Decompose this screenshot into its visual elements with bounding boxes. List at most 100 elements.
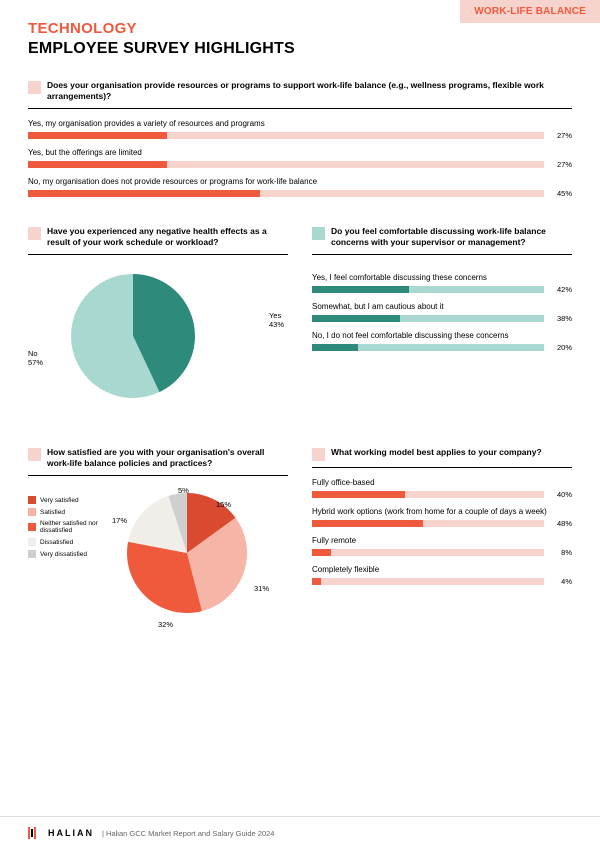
question-text: How satisfied are you with your organisa… bbox=[47, 447, 288, 469]
legend-label: Very dissatisfied bbox=[40, 551, 87, 558]
pie-chart bbox=[124, 490, 250, 616]
bar-item: Fully office-based 40% bbox=[312, 478, 572, 499]
bar-fill bbox=[28, 132, 167, 139]
underline bbox=[28, 108, 572, 109]
bar-item: Yes, my organisation provides a variety … bbox=[28, 119, 572, 140]
bar-percent: 27% bbox=[550, 131, 572, 140]
bar-percent: 48% bbox=[550, 519, 572, 528]
underline bbox=[312, 254, 572, 255]
logo-icon bbox=[28, 827, 36, 839]
bar-label: Yes, but the offerings are limited bbox=[28, 148, 572, 157]
question-4: How satisfied are you with your organisa… bbox=[28, 447, 288, 636]
bar-item: No, my organisation does not provide res… bbox=[28, 177, 572, 198]
question-text: Have you experienced any negative health… bbox=[47, 226, 288, 248]
bar-item: Yes, I feel comfortable discussing these… bbox=[312, 273, 572, 294]
pie-slice-label: 15% bbox=[216, 500, 231, 509]
bar-track bbox=[28, 161, 544, 168]
legend-swatch bbox=[28, 550, 36, 558]
bar-fill bbox=[28, 190, 260, 197]
legend-label: Satisfied bbox=[40, 509, 65, 516]
question-text: Does your organisation provide resources… bbox=[47, 80, 572, 102]
pie-slice-label: 17% bbox=[112, 516, 127, 525]
bar-track bbox=[312, 549, 544, 556]
question-marker-icon bbox=[312, 448, 325, 461]
bar-fill bbox=[312, 344, 358, 351]
bar-track bbox=[28, 190, 544, 197]
bar-percent: 38% bbox=[550, 314, 572, 323]
bar-label: Hybrid work options (work from home for … bbox=[312, 507, 572, 516]
question-5: What working model best applies to your … bbox=[312, 447, 572, 636]
bar-label: Fully remote bbox=[312, 536, 572, 545]
footer-subtitle: | Halian GCC Market Report and Salary Gu… bbox=[102, 829, 274, 838]
question-2: Have you experienced any negative health… bbox=[28, 226, 288, 415]
bar-fill bbox=[312, 315, 400, 322]
bar-fill bbox=[28, 161, 167, 168]
sector-title: TECHNOLOGY bbox=[28, 20, 295, 37]
legend-item: Very satisfied bbox=[28, 496, 98, 504]
bar-fill bbox=[312, 578, 321, 585]
page-title: EMPLOYEE SURVEY HIGHLIGHTS bbox=[28, 40, 295, 58]
bar-label: Yes, my organisation provides a variety … bbox=[28, 119, 572, 128]
bar-label: Completely flexible bbox=[312, 565, 572, 574]
legend-swatch bbox=[28, 538, 36, 546]
bar-percent: 45% bbox=[550, 189, 572, 198]
question-marker-icon bbox=[312, 227, 325, 240]
bar-percent: 42% bbox=[550, 285, 572, 294]
bar-fill bbox=[312, 549, 331, 556]
title-block: TECHNOLOGY EMPLOYEE SURVEY HIGHLIGHTS bbox=[28, 20, 295, 58]
bar-track bbox=[28, 132, 544, 139]
bar-item: Somewhat, but I am cautious about it38% bbox=[312, 302, 572, 323]
question-3: Do you feel comfortable discussing work-… bbox=[312, 226, 572, 415]
pie-slice-label: 32% bbox=[158, 620, 173, 629]
legend-swatch bbox=[28, 523, 36, 531]
legend-item: Dissatisfied bbox=[28, 538, 98, 546]
pie-label-no: No57% bbox=[28, 349, 43, 367]
bar-label: Fully office-based bbox=[312, 478, 572, 487]
bar-label: No, I do not feel comfortable discussing… bbox=[312, 331, 572, 340]
bar-item: Yes, but the offerings are limited 27% bbox=[28, 148, 572, 169]
question-marker-icon bbox=[28, 81, 41, 94]
bar-track bbox=[312, 520, 544, 527]
bar-track bbox=[312, 286, 544, 293]
page-footer: HALIAN | Halian GCC Market Report and Sa… bbox=[0, 816, 600, 849]
question-marker-icon bbox=[28, 448, 41, 461]
question-1: Does your organisation provide resources… bbox=[28, 80, 572, 198]
legend-swatch bbox=[28, 496, 36, 504]
bar-fill bbox=[312, 520, 423, 527]
brand-name: HALIAN bbox=[48, 828, 94, 838]
pie-label-yes: Yes43% bbox=[269, 311, 284, 329]
bar-fill bbox=[312, 286, 409, 293]
legend-label: Neither satisfied nor dissatisfied bbox=[40, 520, 98, 534]
bar-track bbox=[312, 578, 544, 585]
question-text: What working model best applies to your … bbox=[331, 447, 572, 458]
bar-percent: 40% bbox=[550, 490, 572, 499]
bar-item: Completely flexible 4% bbox=[312, 565, 572, 586]
bar-item: Hybrid work options (work from home for … bbox=[312, 507, 572, 528]
bar-item: No, I do not feel comfortable discussing… bbox=[312, 331, 572, 352]
legend-item: Neither satisfied nor dissatisfied bbox=[28, 520, 98, 534]
page-header: TECHNOLOGY EMPLOYEE SURVEY HIGHLIGHTS WO… bbox=[28, 20, 572, 58]
question-marker-icon bbox=[28, 227, 41, 240]
bar-percent: 8% bbox=[550, 548, 572, 557]
bar-percent: 27% bbox=[550, 160, 572, 169]
bar-track bbox=[312, 344, 544, 351]
underline bbox=[28, 475, 288, 476]
legend-label: Very satisfied bbox=[40, 497, 79, 504]
question-text: Do you feel comfortable discussing work-… bbox=[331, 226, 572, 248]
bar-percent: 20% bbox=[550, 343, 572, 352]
pie-chart bbox=[68, 271, 198, 401]
category-tag: WORK-LIFE BALANCE bbox=[460, 0, 600, 23]
bar-track bbox=[312, 315, 544, 322]
legend-label: Dissatisfied bbox=[40, 539, 73, 546]
bar-track bbox=[312, 491, 544, 498]
legend-item: Very dissatisfied bbox=[28, 550, 98, 558]
bar-item: Fully remote 8% bbox=[312, 536, 572, 557]
bar-percent: 4% bbox=[550, 577, 572, 586]
pie-slice-label: 31% bbox=[254, 584, 269, 593]
legend-swatch bbox=[28, 508, 36, 516]
underline bbox=[312, 467, 572, 468]
underline bbox=[28, 254, 288, 255]
bar-label: No, my organisation does not provide res… bbox=[28, 177, 572, 186]
legend: Very satisfied Satisfied Neither satisfied… bbox=[28, 486, 98, 636]
legend-item: Satisfied bbox=[28, 508, 98, 516]
